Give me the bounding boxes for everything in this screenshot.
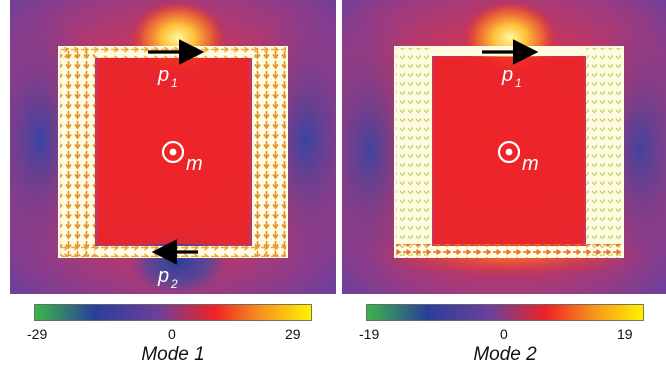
p1-label: p xyxy=(501,64,513,86)
right-vector-field xyxy=(252,48,286,256)
field-map-mode-1: p 1 p 2 m xyxy=(10,0,336,294)
left-vector-field xyxy=(60,48,95,256)
colorbar-mid-label: 0 xyxy=(500,326,508,342)
colorbar-mid-label: 0 xyxy=(168,326,176,342)
p1-subscript: 1 xyxy=(515,76,522,90)
colorbar-mode-2 xyxy=(366,304,644,321)
p1-subscript: 1 xyxy=(171,76,178,90)
m-out-of-plane-icon xyxy=(161,140,185,164)
m-label: m xyxy=(186,153,203,175)
colorbar-mode-1 xyxy=(34,304,312,321)
m-label: m xyxy=(522,153,539,175)
p2-label: p xyxy=(157,265,169,287)
panel-mode-2: p 1 m -19 0 19 Mod xyxy=(342,0,666,371)
colorbar-max-label: 29 xyxy=(285,326,301,342)
right-vector-field xyxy=(586,48,622,256)
p1-label: p xyxy=(157,64,169,86)
bottom-vector-field xyxy=(396,244,622,258)
left-vector-field xyxy=(396,48,432,256)
panel-mode-1: p 1 p 2 m -29 xyxy=(10,0,336,371)
field-map-mode-2: p 1 m xyxy=(342,0,666,294)
mode-title: Mode 1 xyxy=(141,344,205,365)
colorbar-min-label: -19 xyxy=(359,326,380,342)
m-out-of-plane-icon xyxy=(497,140,521,164)
p2-subscript: 2 xyxy=(170,277,178,291)
colorbar-max-label: 19 xyxy=(617,326,633,342)
colorbar-min-label: -29 xyxy=(27,326,48,342)
mode-title: Mode 2 xyxy=(473,344,537,365)
